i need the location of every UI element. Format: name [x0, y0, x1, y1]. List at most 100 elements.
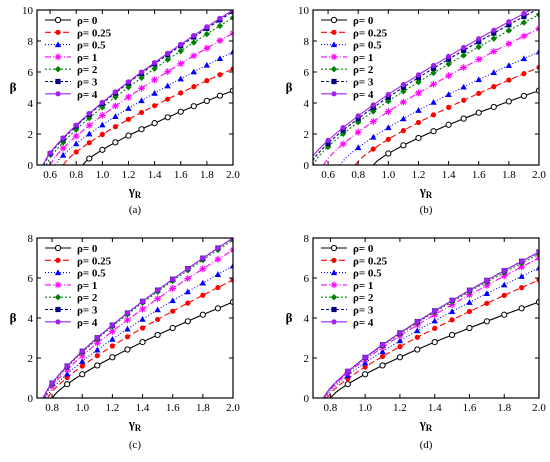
series-line [49, 32, 233, 165]
series-marker [355, 113, 361, 119]
series-marker [229, 262, 233, 269]
legend-label: ρ= 2 [77, 292, 98, 304]
series-marker [99, 121, 106, 128]
legend-label: ρ= 3 [77, 77, 98, 89]
series-marker [385, 91, 391, 98]
series-marker [490, 103, 497, 111]
series-marker [460, 64, 468, 71]
series-marker [109, 322, 115, 328]
series-marker [475, 76, 482, 83]
legend-label: ρ= 0 [77, 243, 98, 255]
series-marker [397, 344, 403, 350]
legend-label: ρ= 0.25 [77, 255, 112, 267]
x-tick-label: 1.6 [174, 169, 188, 181]
x-tick-label: 1.8 [196, 402, 210, 414]
series-marker [414, 327, 421, 334]
series-marker [415, 89, 422, 97]
series-marker [169, 285, 177, 292]
legend-marker [330, 53, 338, 61]
series-marker [520, 55, 528, 62]
series-marker [139, 325, 146, 331]
series-marker [536, 249, 539, 255]
series-marker [501, 311, 508, 318]
series-marker [60, 135, 66, 141]
series-marker [370, 133, 377, 140]
series-marker [99, 146, 106, 153]
legend-marker [331, 319, 337, 325]
legend-marker [330, 16, 338, 24]
series-marker [49, 380, 55, 386]
series-marker [476, 36, 482, 42]
series-marker [151, 76, 158, 84]
series-marker [139, 305, 146, 313]
series-marker [230, 277, 233, 283]
series-marker [99, 99, 105, 106]
series-marker [414, 319, 420, 325]
series-marker [229, 14, 233, 21]
series-marker [521, 10, 527, 17]
series-marker [385, 124, 392, 131]
series-marker [505, 62, 513, 69]
series-marker [521, 71, 527, 77]
legend-marker [54, 269, 62, 276]
x-axis-title-subscript: R [426, 423, 433, 433]
series-marker [325, 140, 331, 146]
series-marker [86, 130, 93, 137]
legend-label: ρ= 0.5 [353, 40, 382, 52]
series-marker [59, 144, 67, 152]
series-marker [430, 99, 437, 105]
series-marker [154, 306, 161, 313]
series-marker [152, 103, 158, 109]
legend-marker [331, 257, 337, 263]
series-marker [73, 149, 79, 155]
y-axis-title: β [286, 310, 293, 325]
y-tick-label: 4 [28, 98, 34, 110]
series-marker [191, 84, 197, 90]
series-marker [125, 84, 132, 91]
y-tick-label: 0 [304, 393, 310, 405]
x-tick-label: 1.4 [442, 169, 456, 181]
series-marker [415, 119, 422, 126]
legend-label: ρ= 0.5 [77, 40, 106, 52]
x-tick-label: 1.2 [122, 169, 136, 181]
series-marker [214, 271, 222, 277]
series-marker [445, 72, 452, 80]
series-marker [214, 305, 222, 312]
series-marker [217, 15, 223, 21]
series-marker [185, 300, 191, 306]
series-marker [139, 298, 146, 304]
series-marker [112, 89, 118, 95]
series-marker [325, 137, 331, 144]
series-marker [151, 65, 158, 72]
series-marker [73, 122, 79, 128]
legend-marker [54, 294, 62, 301]
x-tick-label: 1.8 [200, 169, 214, 181]
series-marker [448, 308, 456, 315]
series-marker [125, 79, 132, 85]
series-marker [190, 52, 198, 60]
series-marker [430, 128, 437, 135]
x-tick-label: 0.8 [351, 169, 365, 181]
legend-label: ρ= 0.25 [353, 255, 388, 267]
y-tick-label: 0 [28, 393, 34, 405]
y-axis-title: β [10, 80, 17, 95]
series-marker [86, 110, 92, 117]
y-tick-label: 10 [22, 5, 34, 17]
series-line [313, 10, 532, 157]
series-marker [466, 324, 473, 332]
series-marker [445, 60, 452, 68]
series-marker [490, 48, 498, 55]
legend-marker [330, 294, 338, 301]
legend-marker [330, 269, 338, 276]
series-marker [109, 335, 116, 342]
x-tick-label: 2.0 [532, 402, 546, 414]
series-marker [535, 298, 539, 306]
series-marker [396, 337, 404, 344]
series-marker [230, 238, 233, 241]
series-marker [344, 381, 351, 388]
series-marker [112, 113, 119, 119]
legend-marker [330, 244, 338, 252]
series-marker [203, 30, 211, 38]
